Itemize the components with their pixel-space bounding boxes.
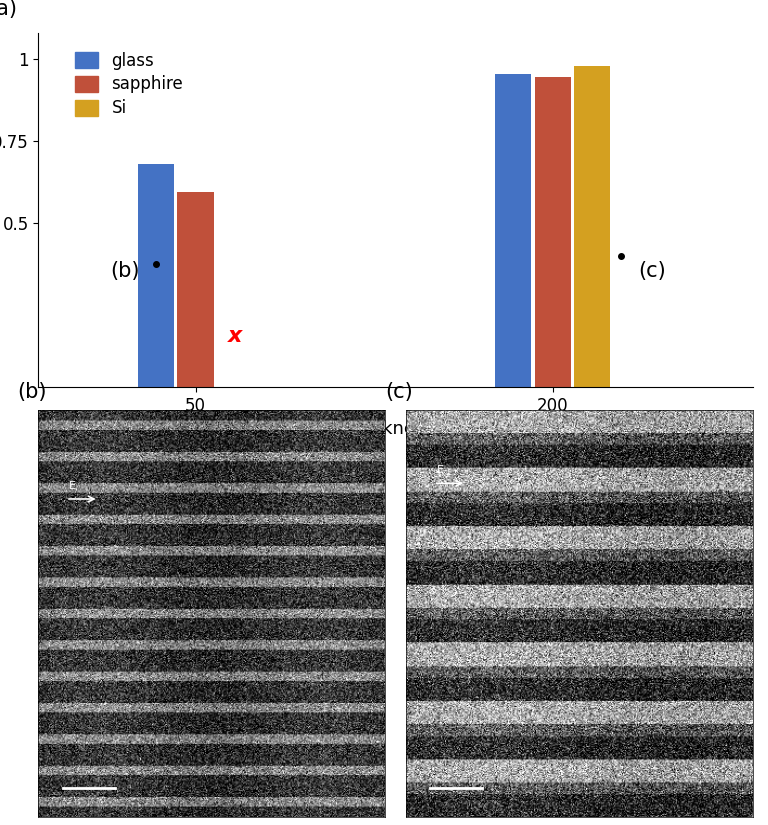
Text: (c): (c) (638, 261, 666, 280)
Text: E: E (437, 465, 444, 475)
Text: E: E (69, 481, 76, 491)
Text: (a): (a) (0, 0, 18, 19)
Bar (495, 74, 531, 387)
Text: (b): (b) (110, 261, 139, 280)
Text: (c): (c) (385, 382, 413, 402)
Legend: glass, sapphire, Si: glass, sapphire, Si (68, 45, 190, 124)
Text: (b): (b) (18, 382, 47, 402)
Bar (574, 66, 610, 387)
Bar (535, 78, 571, 387)
Text: x: x (227, 326, 242, 346)
Bar (138, 164, 174, 387)
X-axis label: film thickness (nm): film thickness (nm) (309, 420, 482, 438)
Bar (177, 192, 214, 387)
